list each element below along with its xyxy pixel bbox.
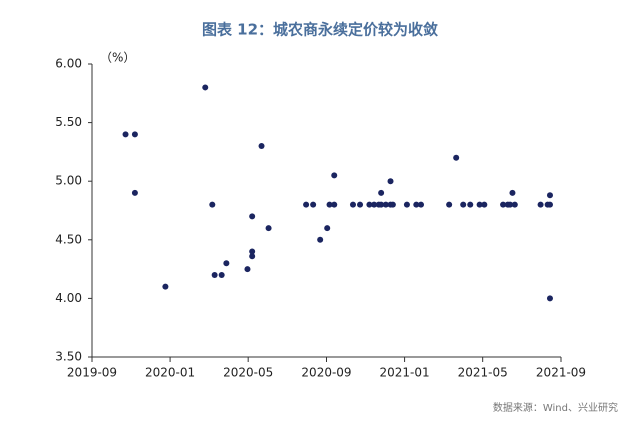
y-tick-label: 4.50 (55, 232, 82, 246)
data-point (371, 201, 378, 208)
data-point (249, 253, 256, 260)
x-tick-label: 2020-09 (301, 366, 351, 380)
x-tick-label: 2020-01 (145, 366, 195, 380)
data-point (418, 201, 425, 208)
data-point (366, 201, 373, 208)
data-point (223, 260, 230, 267)
data-point (403, 201, 410, 208)
data-point (413, 201, 420, 208)
data-point (460, 201, 467, 208)
data-point (382, 201, 389, 208)
x-tick-label: 2020-05 (223, 366, 273, 380)
data-point (467, 201, 474, 208)
data-point (202, 84, 209, 91)
x-tick-label: 2021-09 (536, 366, 586, 380)
data-point (122, 131, 129, 138)
data-point (324, 225, 331, 232)
data-point (387, 178, 394, 185)
y-tick-label: 5.00 (55, 174, 82, 188)
data-point (500, 201, 507, 208)
data-point (131, 131, 138, 138)
y-tick-label: 6.00 (55, 57, 82, 71)
data-point (131, 189, 138, 196)
data-point (546, 201, 553, 208)
data-point (209, 201, 216, 208)
data-point (389, 201, 396, 208)
data-point (249, 213, 256, 220)
chart-title: 图表 12：城农商永续定价较为收敛 (202, 21, 438, 39)
data-point (546, 192, 553, 199)
data-point (446, 201, 453, 208)
data-point (326, 201, 333, 208)
y-tick-label: 4.00 (55, 291, 82, 305)
data-point (453, 154, 460, 161)
data-point (331, 172, 338, 179)
data-point (378, 201, 385, 208)
x-tick-label: 2021-05 (458, 366, 508, 380)
data-point (258, 143, 265, 150)
data-point (349, 201, 356, 208)
data-point (357, 201, 364, 208)
data-point (546, 295, 553, 302)
source-note: 数据来源：Wind、兴业研究 (493, 401, 618, 414)
y-axis-label: （%） (100, 51, 135, 65)
data-point (303, 201, 310, 208)
data-point (378, 189, 385, 196)
data-point (317, 236, 324, 243)
data-point (511, 201, 518, 208)
data-point (507, 201, 514, 208)
data-point (481, 201, 488, 208)
data-point (162, 283, 169, 290)
data-point (265, 225, 272, 232)
data-point (218, 271, 225, 278)
x-tick-label: 2019-09 (67, 366, 117, 380)
data-point (249, 248, 256, 255)
data-point (537, 201, 544, 208)
data-point (211, 271, 218, 278)
data-point (509, 189, 516, 196)
x-tick-label: 2021-01 (380, 366, 430, 380)
y-tick-label: 5.50 (55, 115, 82, 129)
data-point (331, 201, 338, 208)
data-point (476, 201, 483, 208)
y-tick-label: 3.50 (55, 350, 82, 364)
data-point (310, 201, 317, 208)
data-point (244, 266, 251, 273)
